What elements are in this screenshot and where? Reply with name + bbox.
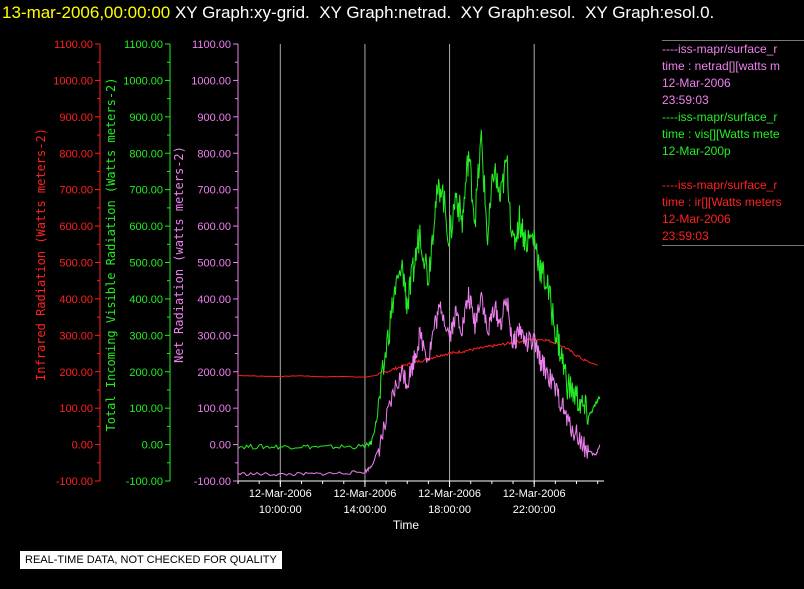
header-date: 13-mar-2006,00:00:00: [2, 3, 171, 22]
header-title-xy-grid: XY Graph:xy-grid.: [174, 3, 310, 22]
y-tick-label-ir-1: 0.00: [72, 440, 93, 452]
y-tick-label-ir-5: 400.00: [59, 294, 93, 306]
legend-ir-time: 23:59:03: [662, 229, 709, 243]
legend-entry-netrad: ----iss-mapr/surface_r time : netrad[][w…: [662, 41, 804, 109]
series-line-ir: [238, 337, 598, 378]
y-tick-label-vis-4: 300.00: [129, 330, 163, 342]
legend-ir-source: ----iss-mapr/surface_r: [662, 178, 778, 192]
y-tick-label-net-6: 500.00: [197, 258, 231, 270]
quality-disclaimer: REAL-TIME DATA, NOT CHECKED FOR QUALITY: [20, 551, 282, 569]
y-tick-label-vis-9: 800.00: [129, 148, 163, 160]
y-tick-label-vis-6: 500.00: [129, 258, 163, 270]
header-title-esol: XY Graph:esol.: [460, 3, 576, 22]
y-tick-label-ir-11: 1000.00: [53, 75, 93, 87]
y-tick-label-ir-3: 200.00: [59, 367, 93, 379]
y-tick-label-ir-6: 500.00: [59, 258, 93, 270]
legend-vis-variable: time : vis[][Watts mete: [662, 127, 780, 141]
y-tick-label-net-1: 0.00: [210, 440, 231, 452]
y-tick-label-net-4: 300.00: [197, 330, 231, 342]
header-title-esol-0: XY Graph:esol.0.: [585, 3, 715, 22]
x-axis-label: Time: [393, 518, 420, 532]
x-tick-date-1: 12-Mar-2006: [333, 488, 396, 500]
legend-netrad-time: 23:59:03: [662, 93, 709, 107]
legend-ir-date: 12-Mar-2006: [662, 212, 731, 226]
legend-ir-variable: time : ir[][Watts meters: [662, 195, 782, 209]
y-tick-label-net-2: 100.00: [197, 403, 231, 415]
x-tick-time-2: 18:00:00: [428, 504, 471, 516]
y-tick-label-net-3: 200.00: [197, 367, 231, 379]
y-tick-label-vis-10: 900.00: [129, 112, 163, 124]
x-tick-time-0: 10:00:00: [259, 504, 302, 516]
chart-legend: ----iss-mapr/surface_r time : netrad[][w…: [662, 40, 804, 246]
y-tick-label-vis-12: 1100.00: [124, 39, 163, 51]
legend-netrad-date: 12-Mar-2006: [662, 76, 731, 90]
y-tick-label-vis-1: 0.00: [142, 440, 163, 452]
y-axis-label-net: Net Radiation (watts meters-2): [172, 146, 186, 363]
x-tick-date-0: 12-Mar-2006: [249, 488, 312, 500]
x-tick-time-1: 14:00:00: [344, 504, 387, 516]
legend-netrad-source: ----iss-mapr/surface_r: [662, 42, 778, 56]
header-title-netrad: XY Graph:netrad.: [319, 3, 452, 22]
y-tick-label-vis-7: 600.00: [129, 221, 163, 233]
x-tick-date-2: 12-Mar-2006: [418, 488, 481, 500]
y-tick-label-vis-8: 700.00: [129, 185, 163, 197]
y-tick-label-net-8: 700.00: [197, 185, 231, 197]
y-tick-label-ir-8: 700.00: [59, 185, 93, 197]
y-axis-label-vis: Total Incoming Visible Radiation (Watts …: [104, 77, 118, 431]
y-tick-label-net-11: 1000.00: [191, 75, 231, 87]
legend-separator: [662, 245, 804, 246]
legend-entry-vis: ----iss-mapr/surface_r time : vis[][Watt…: [662, 109, 804, 160]
y-tick-label-ir-7: 600.00: [59, 221, 93, 233]
legend-vis-date: 12-Mar-200p: [662, 144, 731, 158]
legend-netrad-variable: time : netrad[][watts m: [662, 59, 781, 73]
y-tick-label-vis-3: 200.00: [129, 367, 163, 379]
y-tick-label-net-7: 600.00: [197, 221, 231, 233]
y-tick-label-ir-0: -100.00: [56, 476, 93, 488]
y-tick-label-net-9: 800.00: [197, 148, 231, 160]
x-tick-time-3: 22:00:00: [513, 504, 556, 516]
y-tick-label-net-5: 400.00: [197, 294, 231, 306]
y-tick-label-ir-12: 1100.00: [54, 39, 93, 51]
graph-header: 13-mar-2006,00:00:00 XY Graph:xy-grid. X…: [0, 2, 804, 26]
y-tick-label-ir-4: 300.00: [59, 330, 93, 342]
y-tick-label-vis-11: 1000.00: [123, 75, 163, 87]
legend-separator: [662, 40, 804, 41]
y-tick-label-ir-2: 100.00: [59, 403, 93, 415]
legend-vis-source: ----iss-mapr/surface_r: [662, 110, 778, 124]
x-tick-date-3: 12-Mar-2006: [503, 488, 566, 500]
series-line-net: [237, 286, 601, 477]
y-tick-label-vis-2: 100.00: [129, 403, 163, 415]
y-tick-label-ir-10: 900.00: [59, 112, 93, 124]
y-tick-label-vis-0: -100.00: [126, 476, 163, 488]
y-tick-label-net-12: 1100.00: [192, 39, 231, 51]
y-tick-label-vis-5: 400.00: [129, 294, 163, 306]
y-tick-label-net-0: -100.00: [194, 476, 231, 488]
y-axis-label-ir: Infrared Radiation (Watts meters-2): [34, 128, 48, 381]
series-line-vis: [237, 129, 601, 450]
y-tick-label-ir-9: 800.00: [59, 148, 93, 160]
legend-entry-ir: ----iss-mapr/surface_r time : ir[][Watts…: [662, 177, 804, 245]
y-tick-label-net-10: 900.00: [197, 112, 231, 124]
